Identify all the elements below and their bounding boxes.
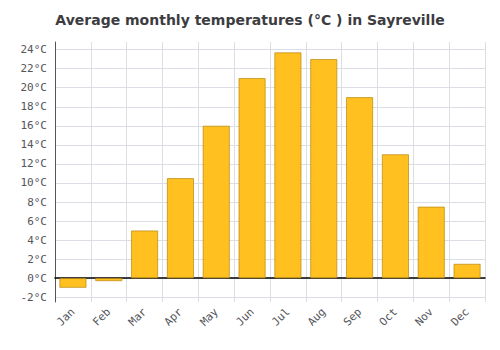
svg-text:Average monthly temperatures (: Average monthly temperatures (°C ) in Sa… (55, 12, 444, 28)
svg-text:12°C: 12°C (21, 157, 48, 170)
svg-text:May: May (198, 305, 221, 328)
svg-text:Dec: Dec (448, 305, 471, 328)
svg-text:20°C: 20°C (21, 81, 48, 94)
svg-text:Jul: Jul (269, 305, 292, 328)
svg-text:Jan: Jan (54, 305, 77, 328)
svg-text:6°C: 6°C (27, 215, 47, 228)
svg-text:Jun: Jun (233, 305, 256, 328)
svg-text:Oct: Oct (377, 305, 400, 328)
svg-text:-2°C: -2°C (21, 291, 48, 304)
svg-text:2°C: 2°C (27, 253, 47, 266)
svg-text:0°C: 0°C (27, 272, 47, 285)
svg-text:Feb: Feb (90, 305, 113, 328)
svg-text:22°C: 22°C (21, 62, 48, 75)
svg-text:14°C: 14°C (21, 138, 48, 151)
svg-text:Apr: Apr (162, 305, 185, 328)
svg-text:Sep: Sep (341, 305, 364, 328)
svg-text:24°C: 24°C (21, 43, 48, 56)
svg-text:8°C: 8°C (27, 196, 47, 209)
svg-text:Mar: Mar (126, 305, 149, 328)
svg-text:18°C: 18°C (21, 100, 48, 113)
svg-text:10°C: 10°C (21, 176, 48, 189)
svg-text:16°C: 16°C (21, 119, 48, 132)
svg-text:4°C: 4°C (27, 234, 47, 247)
svg-text:Nov: Nov (413, 305, 436, 328)
svg-text:Aug: Aug (305, 305, 328, 328)
